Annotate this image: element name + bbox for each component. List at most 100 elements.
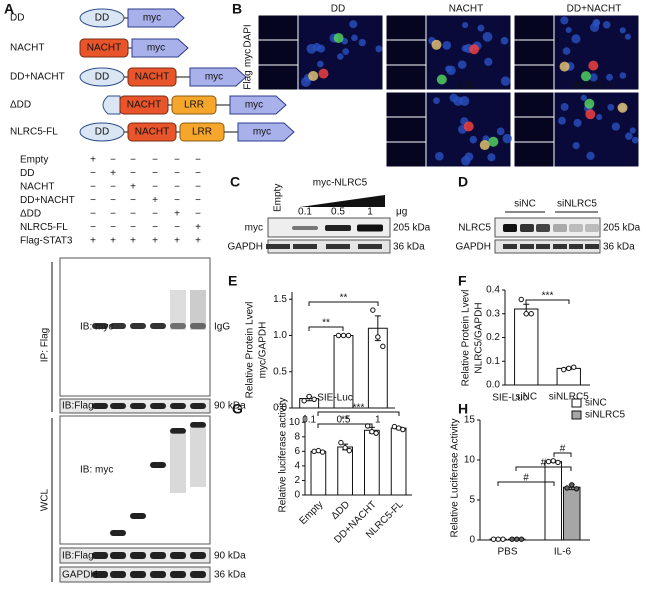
lane-mark: +	[90, 155, 96, 166]
lane-mark: −	[110, 155, 116, 166]
domain	[127, 8, 185, 28]
domain-label: myc	[143, 13, 161, 24]
band	[130, 323, 146, 329]
panel-label: H	[458, 401, 468, 417]
band	[190, 403, 206, 409]
micro-small	[513, 64, 555, 91]
data-point	[306, 393, 312, 400]
band	[585, 224, 599, 232]
blot-label: IB:Flag	[62, 551, 94, 562]
band	[110, 571, 126, 578]
image-title: DD+NACHT	[567, 4, 622, 15]
data-point	[495, 536, 501, 542]
kda: 90 kDa	[214, 551, 246, 562]
domain-label: NACHT	[135, 127, 169, 138]
cell	[318, 68, 329, 79]
nucleus	[592, 19, 600, 28]
nucleus	[624, 33, 631, 40]
y-tick-label: 6	[294, 446, 300, 457]
band	[326, 244, 350, 249]
domain-label: LRR	[184, 100, 204, 111]
lane-mark: −	[90, 209, 96, 220]
y-tick-label: 0.0	[486, 380, 500, 391]
nucleus	[477, 24, 485, 32]
x-tick-label: PBS	[497, 547, 517, 558]
y-axis-label: myc/GAPDH	[258, 322, 269, 379]
blot-group: IP: Flag	[40, 328, 51, 362]
y-tick-label: 0.5	[273, 366, 287, 377]
smear	[190, 290, 206, 330]
micro-small	[385, 14, 427, 41]
band	[150, 462, 166, 468]
y-tick-label: 10	[289, 417, 301, 428]
micro-small	[257, 14, 299, 41]
stain-label: DAPI	[243, 24, 254, 47]
data-point	[571, 364, 577, 370]
nucleus	[449, 93, 458, 103]
data-point	[373, 430, 379, 436]
data-point	[380, 343, 386, 350]
lane-mark: −	[90, 168, 96, 179]
domain-label: DD	[95, 72, 109, 83]
domain-label: DD	[95, 127, 109, 138]
x-tick-label: IL-6	[554, 547, 572, 558]
lane-mark: −	[110, 195, 116, 206]
panel-label: C	[230, 174, 240, 190]
data-point	[566, 365, 572, 372]
blot-label: IB: myc	[80, 322, 113, 333]
blot-label: myc	[245, 223, 263, 234]
lane-mark: −	[130, 209, 136, 220]
construct-name: DD	[10, 13, 24, 24]
band	[150, 571, 166, 578]
lane-mark: −	[152, 209, 158, 220]
chart-title: SIE-Luc	[317, 393, 353, 404]
row-label: NACHT	[20, 182, 54, 193]
sig-bracket	[317, 423, 373, 428]
lane-mark: −	[174, 222, 180, 233]
data-point	[518, 296, 524, 303]
band	[190, 422, 206, 428]
legend-label: siNC	[585, 398, 607, 409]
legend-swatch	[571, 398, 582, 408]
micro-small	[385, 116, 427, 143]
band	[110, 403, 126, 409]
nucleus	[602, 20, 611, 29]
data-point	[528, 311, 534, 317]
kda: 90 kDa	[214, 401, 246, 412]
lane-mark: +	[195, 236, 201, 247]
blot-label: GAPDH	[227, 242, 263, 253]
nucleus	[459, 96, 470, 107]
y-tick-label: 0.1	[486, 356, 500, 367]
band	[357, 224, 383, 232]
x-tick-label: 1	[375, 415, 381, 426]
data-point	[301, 398, 307, 404]
stain-label: Flag	[243, 70, 254, 89]
nucleus	[317, 60, 324, 68]
dose: 1	[367, 207, 373, 218]
bar	[364, 429, 380, 496]
legend-swatch	[571, 410, 582, 420]
x-tick-label: siNC	[515, 392, 537, 403]
construct-label: myc-NLRC5	[313, 178, 368, 189]
band	[92, 403, 108, 409]
lane-mark: +	[110, 168, 116, 179]
micro-small	[513, 116, 555, 143]
nucleus	[375, 45, 383, 53]
band	[520, 224, 534, 232]
y-tick-label: 0	[294, 490, 300, 501]
domain-label: NACHT	[127, 100, 161, 111]
sig-bracket	[308, 326, 344, 331]
band	[130, 571, 146, 578]
data-point	[375, 334, 381, 340]
x-tick-label: ΔDD	[329, 499, 352, 522]
nucleus	[442, 40, 452, 50]
cell	[431, 39, 442, 50]
band	[110, 530, 126, 536]
nucleus	[342, 48, 350, 55]
data-point	[500, 536, 506, 542]
band	[569, 244, 583, 249]
data-point	[514, 536, 520, 542]
nucleus	[572, 141, 580, 150]
nucleus	[586, 151, 595, 161]
row-label: ΔDD	[20, 209, 41, 220]
